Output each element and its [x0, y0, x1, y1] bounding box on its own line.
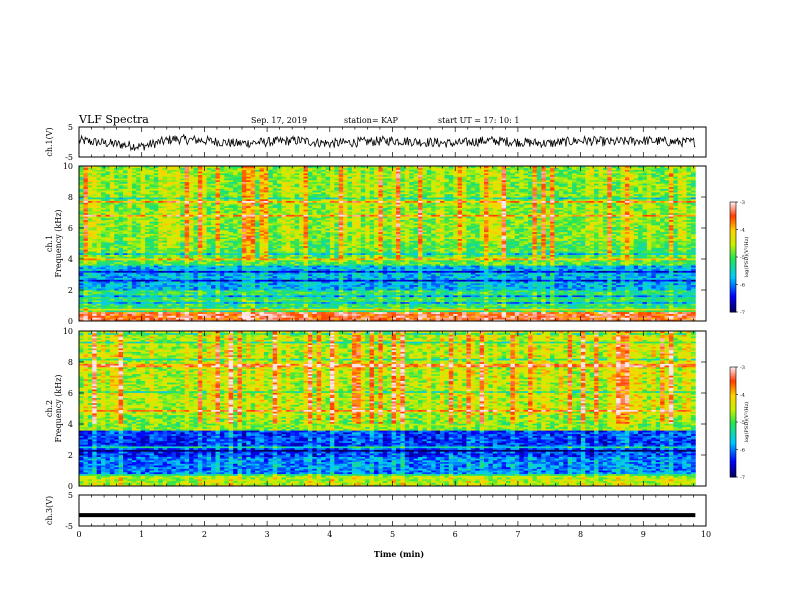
ch1-waveform-panel: -5 5 ch.1(V): [45, 123, 706, 162]
date-label: Sep. 17, 2019: [251, 116, 307, 125]
ch1-y-label: ch.1(V): [45, 127, 54, 156]
y-tick-label: 5: [68, 123, 73, 132]
station-label: station= KAP: [344, 116, 399, 125]
y-tick-label: -5: [65, 153, 73, 162]
vlf-figure: VLF Spectra Sep. 17, 2019 station= KAP s…: [0, 0, 792, 612]
ch1-series-line: [79, 135, 695, 151]
chart-title: VLF Spectra: [78, 113, 149, 126]
start-time-label: start UT = 17: 10: 1: [438, 116, 519, 125]
